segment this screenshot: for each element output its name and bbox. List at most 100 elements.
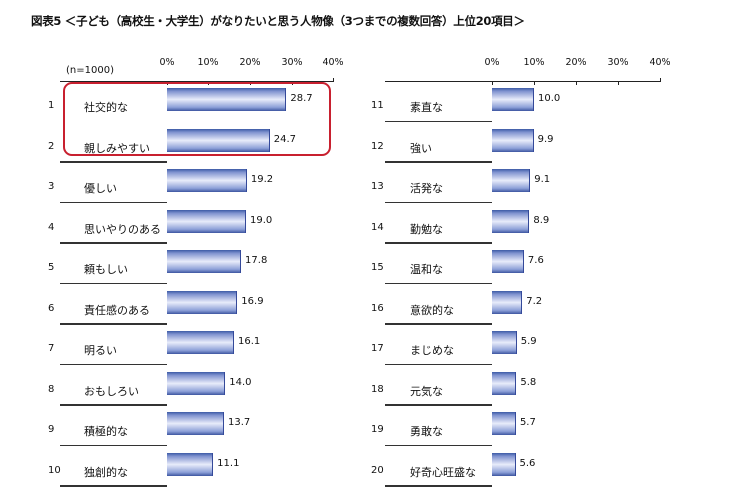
value-label: 28.7 <box>290 93 313 104</box>
data-bar <box>167 88 287 111</box>
category-label: 勇敢な <box>410 425 443 438</box>
category-label: 積極的な <box>84 425 128 438</box>
data-bar <box>492 88 534 111</box>
rank-number: 3 <box>48 181 55 192</box>
axis-tick-label: 0% <box>159 57 175 68</box>
chart-title: 図表5 ＜子ども（高校生・大学生）がなりたいと思う人物像（3つまでの複数回答）上… <box>31 14 525 28</box>
value-label: 5.7 <box>519 417 536 428</box>
axis-tick-label: 20% <box>565 57 587 68</box>
value-label: 24.7 <box>273 133 297 145</box>
data-bar <box>167 331 234 354</box>
axis-tick <box>660 78 661 82</box>
category-label: 素直な <box>410 101 443 114</box>
data-bar <box>167 290 238 314</box>
row-separator <box>385 282 492 284</box>
data-bar <box>167 128 270 152</box>
axis-tick-label: 40% <box>649 57 671 68</box>
data-bar <box>167 250 242 273</box>
category-label: 強い <box>410 141 432 155</box>
axis-tick-label: 10% <box>197 57 219 68</box>
value-label: 5.9 <box>520 336 537 347</box>
data-bar <box>492 331 517 354</box>
axis-tick-label: 40% <box>322 57 344 68</box>
rank-number: 5 <box>48 262 55 273</box>
row-separator <box>60 161 167 163</box>
rank-number: 17 <box>371 343 384 354</box>
axis-tick <box>333 78 334 82</box>
value-label: 5.6 <box>519 457 536 469</box>
data-bar <box>167 209 247 233</box>
data-bar <box>492 371 517 395</box>
rank-number: 18 <box>371 383 384 395</box>
value-label: 9.1 <box>534 174 551 185</box>
row-separator <box>385 444 492 446</box>
category-label: まじめな <box>410 344 454 357</box>
row-separator <box>60 201 167 203</box>
category-label: 明るい <box>84 344 117 357</box>
rank-number: 8 <box>48 383 55 395</box>
row-separator <box>60 363 167 365</box>
value-label: 8.9 <box>533 214 550 226</box>
category-label: 好奇心旺盛な <box>410 465 476 479</box>
value-label: 14.0 <box>229 376 252 388</box>
rank-number: 7 <box>48 343 55 354</box>
axis-tick <box>618 81 619 85</box>
data-bar <box>167 452 214 476</box>
value-label: 5.8 <box>520 376 537 388</box>
value-label: 17.8 <box>245 255 268 266</box>
row-separator <box>60 282 167 284</box>
axis-tick <box>534 81 535 85</box>
row-separator <box>60 485 167 487</box>
data-bar <box>492 250 524 273</box>
axis-tick-label: 20% <box>239 57 261 68</box>
data-bar <box>167 169 247 192</box>
row-separator <box>385 161 492 163</box>
category-label: 思いやりのある <box>84 222 161 236</box>
rank-number: 16 <box>371 302 384 314</box>
rank-number: 6 <box>48 302 55 314</box>
category-label: 温和な <box>410 263 443 276</box>
axis-tick <box>576 81 577 85</box>
rank-number: 15 <box>371 262 384 273</box>
rank-number: 10 <box>48 464 61 476</box>
value-label: 7.2 <box>526 295 543 307</box>
axis-tick <box>492 81 493 85</box>
row-separator <box>60 404 167 406</box>
value-label: 7.6 <box>527 255 544 266</box>
top2-highlight-box <box>63 82 331 156</box>
rank-number: 2 <box>48 140 55 152</box>
value-label: 16.9 <box>241 295 264 307</box>
category-label: 活発な <box>410 182 443 195</box>
value-label: 19.0 <box>250 214 273 226</box>
rank-number: 20 <box>371 464 384 476</box>
row-separator <box>60 444 167 446</box>
row-separator <box>385 242 492 244</box>
data-bar <box>167 412 224 435</box>
data-bar <box>492 290 523 314</box>
data-bar <box>492 128 534 152</box>
category-label: 社交的な <box>84 101 128 114</box>
row-separator <box>385 363 492 365</box>
row-separator <box>385 404 492 406</box>
category-label: 独創的な <box>84 465 128 479</box>
axis-tick-label: 30% <box>281 57 303 68</box>
row-separator <box>60 323 167 325</box>
rank-number: 9 <box>48 424 55 435</box>
data-bar <box>492 169 531 192</box>
category-label: 親しみやすい <box>84 141 150 155</box>
data-bar <box>167 371 226 395</box>
sample-size-note: (n=1000) <box>66 65 114 76</box>
value-label: 11.1 <box>217 457 240 469</box>
category-label: おもしろい <box>84 384 139 398</box>
category-label: 優しい <box>84 182 117 195</box>
rank-number: 4 <box>48 221 55 233</box>
rank-number: 13 <box>371 181 384 192</box>
row-separator <box>385 120 492 122</box>
category-label: 責任感のある <box>84 303 150 317</box>
rank-number: 11 <box>371 100 384 111</box>
row-separator <box>60 242 167 244</box>
value-label: 13.7 <box>227 417 251 428</box>
category-label: 勤勉な <box>410 222 443 236</box>
category-label: 頼もしい <box>84 263 128 276</box>
row-separator <box>385 323 492 325</box>
